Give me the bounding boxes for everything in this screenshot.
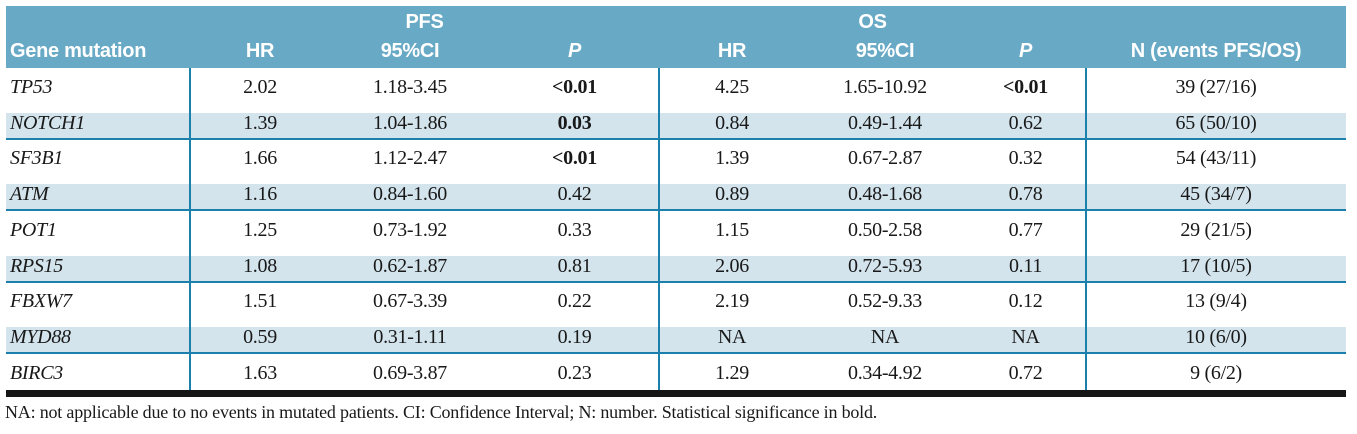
table-row: BIRC3 1.63 0.69-3.87 0.23 1.29 0.34-4.92… bbox=[6, 354, 1346, 390]
os-p-value: 0.12 bbox=[1008, 290, 1043, 313]
column-header-n-events: N (events PFS/OS) bbox=[1130, 40, 1302, 62]
pfs-ci-value: 0.67-3.39 bbox=[373, 290, 447, 313]
n-events-value: 10 (6/0) bbox=[1185, 326, 1247, 349]
pfs-hr-value: 1.66 bbox=[243, 147, 277, 170]
column-header-os-ci: 95%CI bbox=[855, 40, 915, 62]
pfs-p-value: 0.81 bbox=[557, 254, 592, 277]
pfs-p-value: <0.01 bbox=[552, 147, 597, 170]
pfs-ci-value: 0.62-1.87 bbox=[373, 254, 447, 277]
os-hr-value: 4.25 bbox=[715, 75, 749, 98]
pfs-ci-value: 1.18-3.45 bbox=[373, 75, 447, 98]
n-events-value: 39 (27/16) bbox=[1175, 75, 1257, 98]
n-events-value: 65 (50/10) bbox=[1175, 111, 1257, 134]
table-footnote: NA: not applicable due to no events in m… bbox=[5, 401, 878, 422]
pfs-hr-value: 1.08 bbox=[243, 254, 277, 277]
pfs-p-value: 0.23 bbox=[557, 361, 592, 384]
gene-name: FBXW7 bbox=[10, 290, 72, 313]
gene-name: SF3B1 bbox=[10, 147, 63, 170]
n-events-value: 9 (6/2) bbox=[1190, 361, 1242, 384]
os-hr-value: 2.06 bbox=[715, 254, 749, 277]
pfs-p-value: 0.03 bbox=[557, 111, 592, 134]
os-hr-value: 1.29 bbox=[715, 361, 749, 384]
os-ci-value: 0.50-2.58 bbox=[848, 218, 922, 241]
pfs-ci-value: 0.73-1.92 bbox=[373, 218, 447, 241]
table-row: SF3B1 1.66 1.12-2.47 <0.01 1.39 0.67-2.8… bbox=[6, 139, 1346, 176]
os-ci-value: 0.72-5.93 bbox=[848, 254, 922, 277]
os-ci-value: 0.34-4.92 bbox=[848, 361, 922, 384]
pfs-hr-value: 1.63 bbox=[243, 361, 277, 384]
pfs-hr-value: 1.16 bbox=[243, 183, 277, 206]
column-header-pfs-hr: HR bbox=[245, 40, 275, 62]
os-p-value: NA bbox=[1011, 326, 1040, 349]
n-events-value: 29 (21/5) bbox=[1180, 218, 1252, 241]
pfs-ci-value: 0.69-3.87 bbox=[373, 361, 447, 384]
pfs-hr-value: 2.02 bbox=[243, 75, 277, 98]
n-events-value: 17 (10/5) bbox=[1180, 254, 1252, 277]
table-body: TP53 2.02 1.18-3.45 <0.01 4.25 1.65-10.9… bbox=[6, 68, 1346, 390]
os-hr-value: 1.15 bbox=[715, 218, 749, 241]
gene-name: POT1 bbox=[10, 218, 57, 241]
table-row: RPS15 1.08 0.62-1.87 0.81 2.06 0.72-5.93… bbox=[6, 246, 1346, 283]
table-header: PFS OS Gene mutation HR 95%CI P HR 95%CI… bbox=[6, 6, 1346, 68]
n-events-value: 45 (34/7) bbox=[1180, 183, 1252, 206]
pfs-ci-value: 1.04-1.86 bbox=[373, 111, 447, 134]
os-p-value: 0.72 bbox=[1008, 361, 1043, 384]
column-divider bbox=[658, 68, 660, 390]
os-p-value: 0.77 bbox=[1008, 218, 1043, 241]
header-group-os: OS bbox=[858, 11, 887, 33]
table-bottom-border bbox=[6, 389, 1346, 397]
os-ci-value: 0.52-9.33 bbox=[848, 290, 922, 313]
gene-name: MYD88 bbox=[10, 326, 71, 349]
pfs-p-value: 0.42 bbox=[557, 183, 592, 206]
table-row: ATM 1.16 0.84-1.60 0.42 0.89 0.48-1.68 0… bbox=[6, 175, 1346, 212]
gene-name: ATM bbox=[10, 183, 49, 206]
os-hr-value: NA bbox=[717, 326, 747, 349]
table-row: NOTCH1 1.39 1.04-1.86 0.03 0.84 0.49-1.4… bbox=[6, 103, 1346, 140]
pfs-ci-value: 1.12-2.47 bbox=[373, 147, 447, 170]
column-header-pfs-ci: 95%CI bbox=[380, 40, 440, 62]
pfs-hr-value: 1.25 bbox=[243, 218, 277, 241]
gene-name: BIRC3 bbox=[10, 361, 63, 384]
os-p-value: 0.32 bbox=[1008, 147, 1043, 170]
os-ci-value: 0.48-1.68 bbox=[848, 183, 922, 206]
column-divider bbox=[189, 68, 191, 390]
os-p-value: 0.78 bbox=[1008, 183, 1043, 206]
pfs-hr-value: 1.39 bbox=[243, 111, 277, 134]
gene-name: RPS15 bbox=[10, 254, 63, 277]
os-ci-value: 1.65-10.92 bbox=[843, 75, 927, 98]
pfs-p-value: 0.19 bbox=[557, 326, 592, 349]
os-hr-value: 1.39 bbox=[715, 147, 749, 170]
pfs-p-value: 0.22 bbox=[557, 290, 592, 313]
os-ci-value: 0.67-2.87 bbox=[848, 147, 922, 170]
os-hr-value: 0.89 bbox=[715, 183, 749, 206]
pfs-p-value: 0.33 bbox=[557, 218, 592, 241]
os-p-value: 0.62 bbox=[1008, 111, 1043, 134]
header-group-pfs: PFS bbox=[405, 11, 444, 33]
column-header-gene-mutation: Gene mutation bbox=[10, 40, 147, 62]
column-header-os-hr: HR bbox=[717, 40, 747, 62]
column-divider bbox=[1085, 68, 1087, 390]
pfs-ci-value: 0.84-1.60 bbox=[373, 183, 447, 206]
n-events-value: 54 (43/11) bbox=[1175, 147, 1257, 170]
gene-name: TP53 bbox=[10, 75, 53, 98]
os-hr-value: 2.19 bbox=[715, 290, 749, 313]
table-row: MYD88 0.59 0.31-1.11 0.19 NA NA NA 10 (6… bbox=[6, 318, 1346, 355]
table-row: FBXW7 1.51 0.67-3.39 0.22 2.19 0.52-9.33… bbox=[6, 282, 1346, 319]
pfs-p-value: <0.01 bbox=[552, 75, 597, 98]
n-events-value: 13 (9/4) bbox=[1185, 290, 1247, 313]
pfs-hr-value: 0.59 bbox=[243, 326, 277, 349]
pfs-ci-value: 0.31-1.11 bbox=[373, 326, 447, 349]
os-p-value: <0.01 bbox=[1003, 75, 1048, 98]
pfs-hr-value: 1.51 bbox=[243, 290, 277, 313]
os-hr-value: 0.84 bbox=[715, 111, 749, 134]
results-table: PFS OS Gene mutation HR 95%CI P HR 95%CI… bbox=[6, 6, 1346, 397]
table-row: TP53 2.02 1.18-3.45 <0.01 4.25 1.65-10.9… bbox=[6, 68, 1346, 104]
os-ci-value: 0.49-1.44 bbox=[848, 111, 922, 134]
os-p-value: 0.11 bbox=[1008, 254, 1043, 277]
os-ci-value: NA bbox=[870, 326, 900, 349]
column-header-os-p: P bbox=[1018, 40, 1033, 62]
gene-name: NOTCH1 bbox=[10, 111, 85, 134]
column-header-pfs-p: P bbox=[567, 40, 582, 62]
table-row: POT1 1.25 0.73-1.92 0.33 1.15 0.50-2.58 … bbox=[6, 211, 1346, 247]
